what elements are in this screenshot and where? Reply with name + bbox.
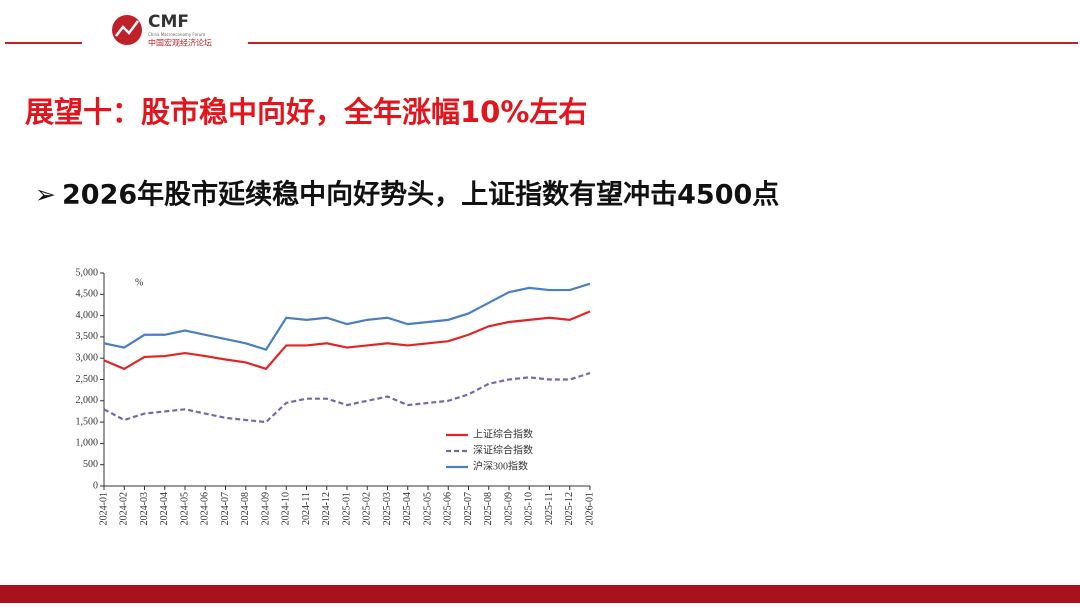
x-tick-label: 2024-11: [301, 492, 312, 525]
x-tick-label: 2025-07: [463, 492, 474, 525]
y-tick-label: 1,500: [76, 416, 99, 427]
y-tick-label: 5,000: [76, 267, 99, 278]
series-line: [103, 282, 591, 351]
legend-label: 上证综合指数: [473, 427, 533, 440]
x-tick-label: 2024-09: [260, 492, 271, 525]
y-tick-label: 4,500: [76, 289, 99, 300]
series-line: [103, 372, 591, 424]
series-line: [103, 310, 591, 371]
y-tick-label: 4,000: [76, 310, 99, 321]
y-tick-label: 3,000: [76, 352, 99, 363]
legend-label: 深证综合指数: [473, 443, 533, 456]
y-tick-label: 2,500: [76, 374, 99, 385]
x-tick-label: 2025-03: [382, 492, 393, 525]
logo-name: CMF: [148, 12, 189, 32]
x-tick-label: 2024-02: [119, 492, 130, 525]
y-tick-label: 2,000: [76, 395, 99, 406]
x-tick-label: 2025-08: [483, 492, 494, 525]
x-tick-label: 2025-10: [524, 492, 535, 525]
y-tick-label: 0: [93, 480, 98, 491]
x-tick-label: 2025-09: [503, 492, 514, 525]
y-tick-label: 1,000: [76, 438, 99, 449]
bullet-marker: ➢: [35, 180, 56, 209]
x-tick-label: 2024-05: [179, 492, 190, 525]
x-tick-label: 2025-06: [443, 492, 454, 525]
x-tick-label: 2024-08: [240, 492, 251, 525]
slide-title: 展望十：股市稳中向好，全年涨幅10%左右: [25, 95, 587, 129]
logo-chinese: 中国宏观经济论坛: [148, 38, 212, 48]
unit-label: %: [135, 277, 143, 288]
x-tick-label: 2026-01: [584, 492, 595, 525]
x-tick-label: 2024-10: [281, 492, 292, 525]
y-tick-label: 3,500: [76, 331, 99, 342]
x-tick-label: 2025-05: [422, 492, 433, 525]
x-tick-label: 2024-01: [98, 492, 109, 525]
y-tick-label: 500: [83, 459, 98, 470]
x-tick-label: 2024-07: [220, 492, 231, 525]
x-tick-label: 2025-12: [564, 492, 575, 525]
legend-label: 沪深300指数: [473, 459, 528, 472]
x-tick-label: 2024-03: [139, 492, 150, 525]
x-tick-label: 2024-06: [200, 492, 211, 525]
logo-english: China Macroeconomy Forum: [148, 32, 205, 37]
bullet-text: 2026年股市延续稳中向好势头，上证指数有望冲击4500点: [62, 179, 779, 211]
x-tick-label: 2025-11: [544, 492, 555, 525]
x-tick-label: 2025-04: [402, 492, 413, 525]
footer-bar: [0, 585, 1080, 603]
x-tick-label: 2025-01: [341, 492, 352, 525]
x-tick-label: 2024-12: [321, 492, 332, 525]
logo-icon: [115, 20, 139, 37]
x-tick-label: 2024-04: [159, 492, 170, 525]
x-tick-label: 2025-02: [362, 492, 373, 525]
